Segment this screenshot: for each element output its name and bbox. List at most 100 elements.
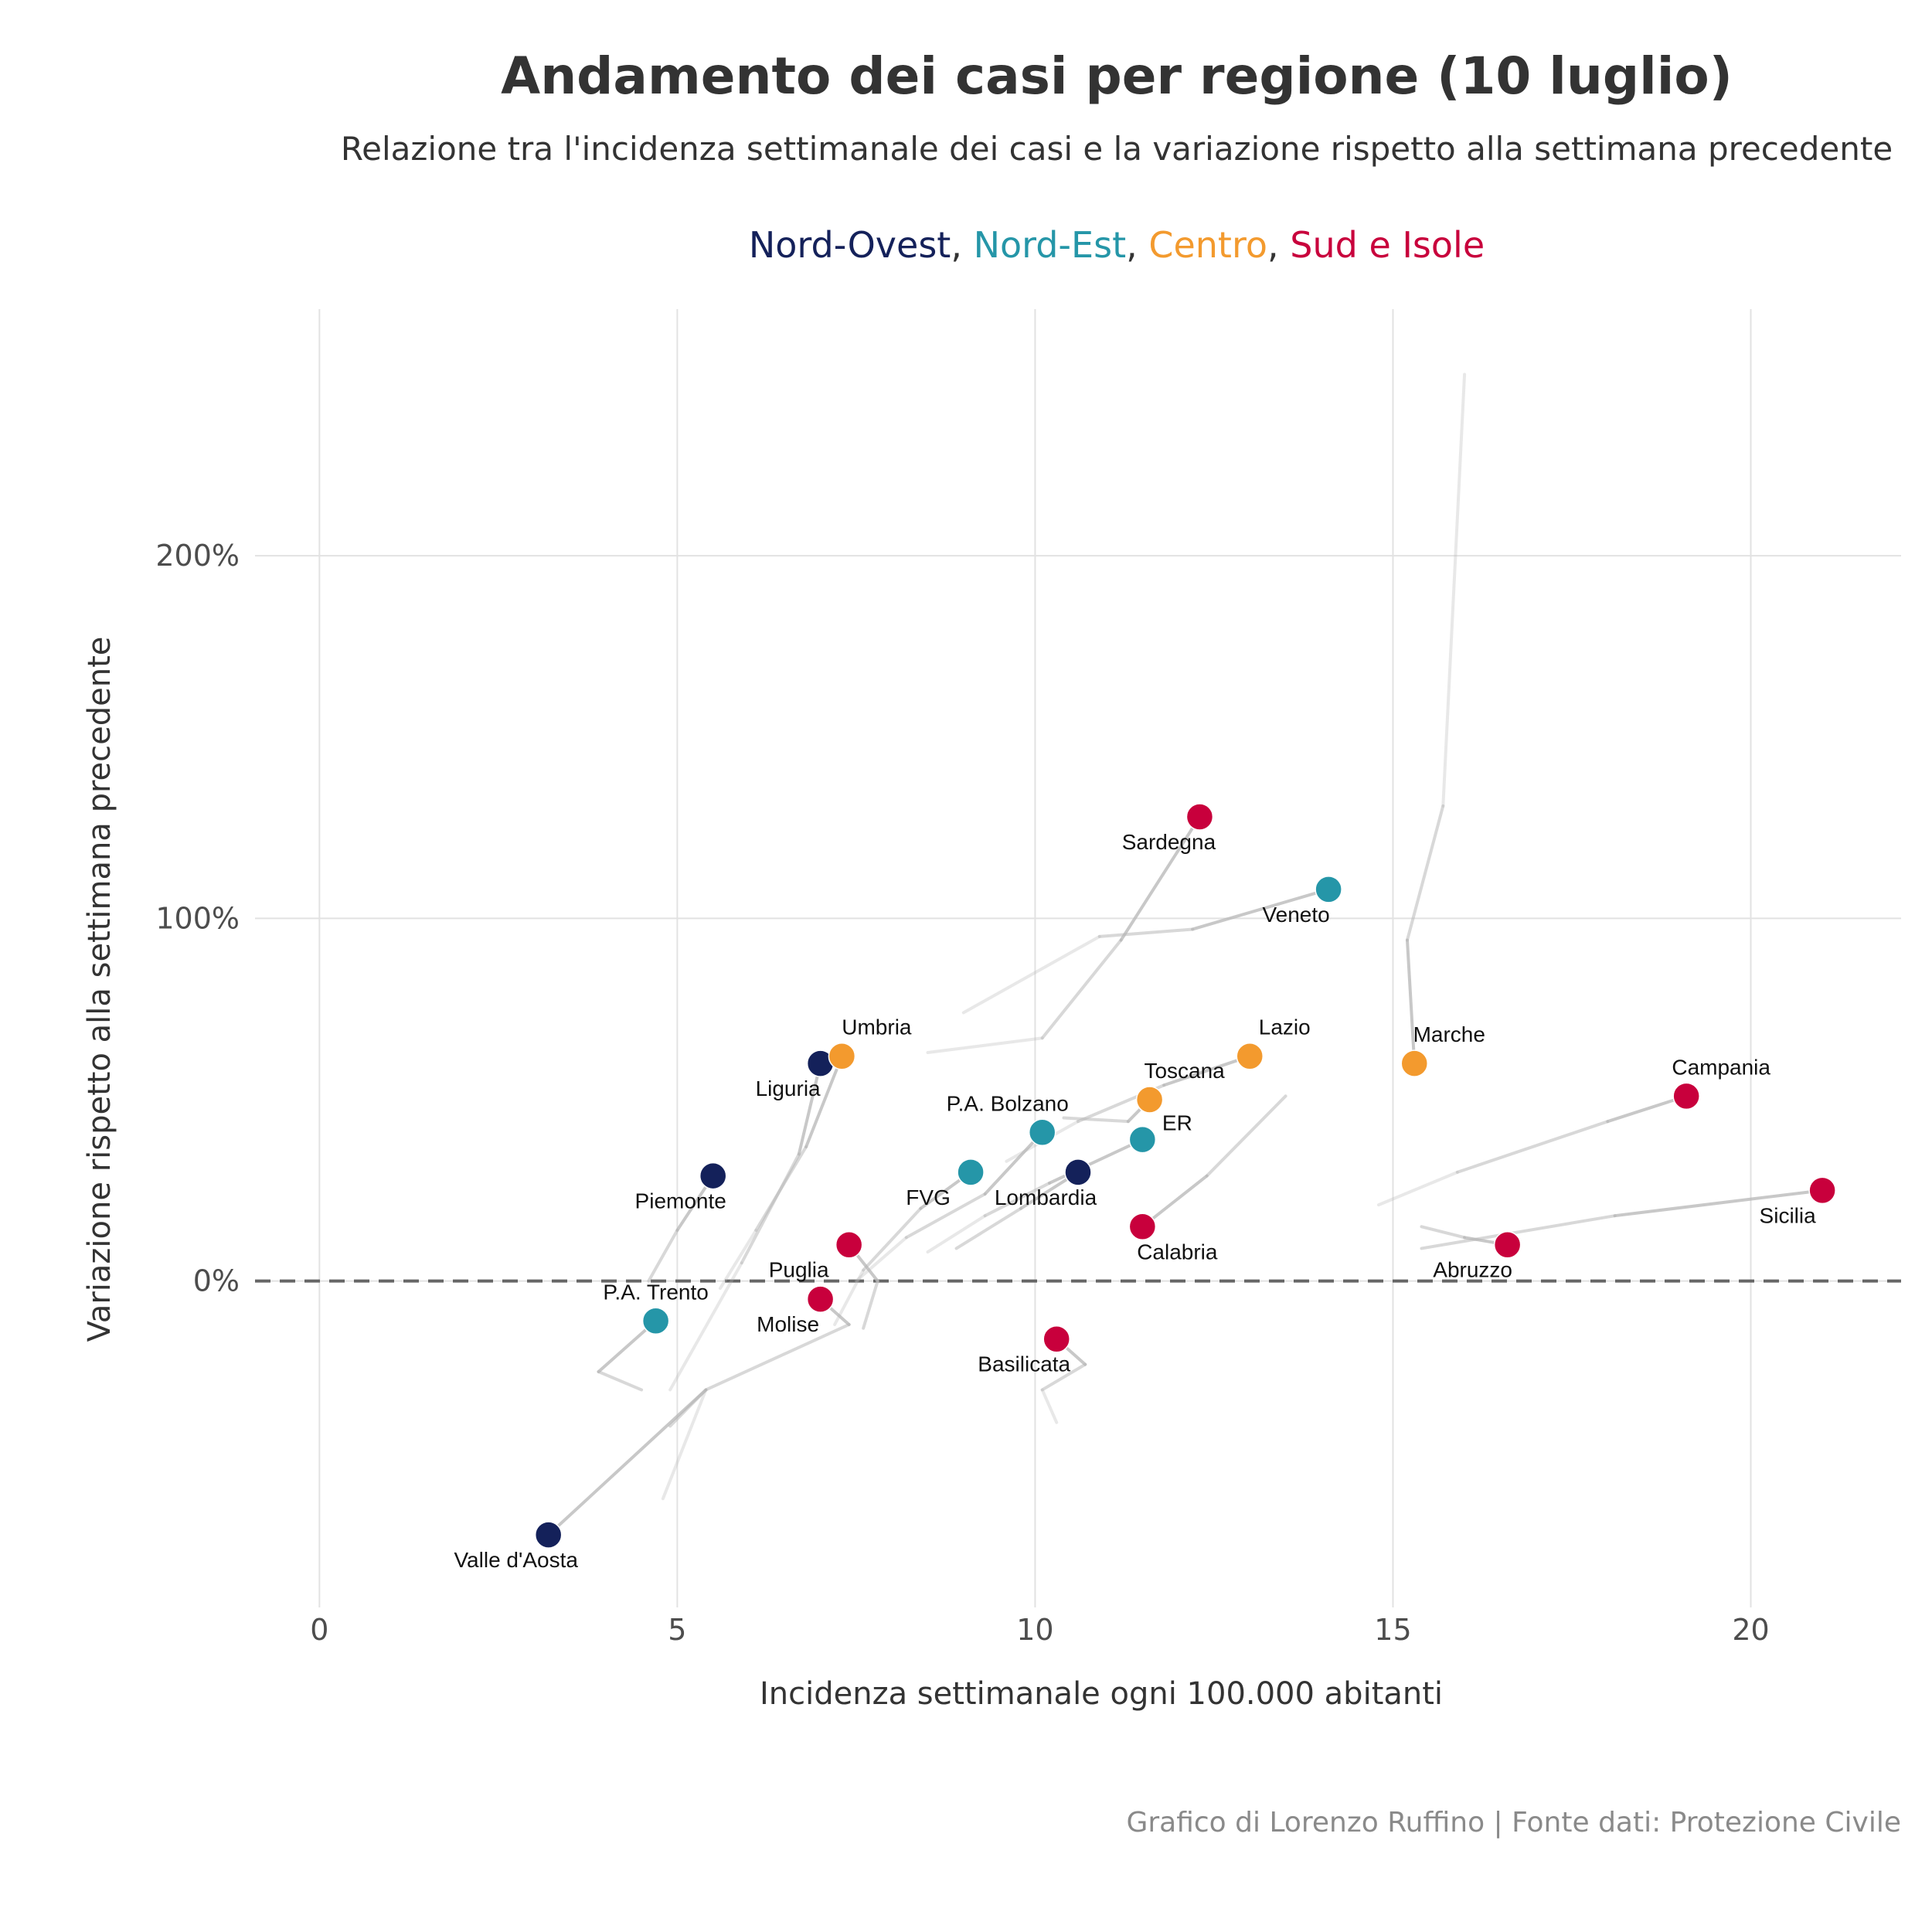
trail-segment bbox=[647, 1228, 679, 1283]
point-label-sicilia: Sicilia bbox=[1760, 1203, 1817, 1227]
trail-segment bbox=[1047, 1138, 1145, 1185]
y-tick-label: 0% bbox=[193, 1264, 240, 1298]
legend: Nord-Ovest, Nord-Est, Centro, Sud e Isol… bbox=[748, 224, 1485, 266]
legend-item-centro: Centro bbox=[1148, 224, 1268, 266]
trail-segment bbox=[1406, 804, 1445, 942]
point-label-abruzzo: Abruzzo bbox=[1433, 1258, 1512, 1282]
x-tick-label: 5 bbox=[668, 1613, 686, 1647]
trail-segment bbox=[1420, 1225, 1467, 1240]
point-sardegna bbox=[1185, 803, 1214, 831]
point-campania bbox=[1672, 1082, 1700, 1111]
x-tick-label: 15 bbox=[1374, 1613, 1411, 1647]
point-label-piemonte: Piemonte bbox=[635, 1189, 726, 1213]
point-basilicata bbox=[1043, 1325, 1070, 1353]
point-er bbox=[1128, 1125, 1157, 1154]
chart-subtitle: Relazione tra l'incidenza settimanale de… bbox=[340, 130, 1893, 168]
point-label-sardegna: Sardegna bbox=[1122, 830, 1216, 854]
legend-item-nord-est: Nord-Est bbox=[973, 224, 1127, 266]
point-label-puglia: Puglia bbox=[769, 1258, 829, 1282]
point-lombardia bbox=[1064, 1158, 1092, 1186]
point-label-campania: Campania bbox=[1672, 1055, 1770, 1079]
trail-segment bbox=[983, 1181, 1051, 1218]
point-label-lazio: Lazio bbox=[1259, 1015, 1311, 1039]
points bbox=[534, 803, 1836, 1549]
trail-segment bbox=[862, 1206, 923, 1272]
point-label-p-a-trento: P.A. Trento bbox=[603, 1280, 708, 1304]
trail-segment bbox=[1040, 938, 1123, 1040]
trail-segment bbox=[668, 1261, 743, 1392]
x-axis-title: Incidenza settimanale ogni 100.000 abita… bbox=[760, 1676, 1443, 1712]
trails bbox=[546, 372, 1825, 1537]
point-label-calabria: Calabria bbox=[1137, 1240, 1218, 1264]
trail-segment bbox=[854, 1236, 908, 1283]
point-label-molise: Molise bbox=[757, 1312, 819, 1336]
x-tick-label: 0 bbox=[310, 1613, 328, 1647]
legend-item-sud-isole: Sud e Isole bbox=[1290, 224, 1485, 266]
point-label-toscana: Toscana bbox=[1144, 1059, 1225, 1083]
point-labels: Liguria Piemonte Lombardia Valle d'Aosta Ven… bbox=[454, 830, 1816, 1572]
point-veneto bbox=[1315, 876, 1342, 903]
legend-item-nord-ovest: Nord-Ovest bbox=[748, 224, 951, 266]
trail-segment bbox=[804, 1054, 844, 1149]
point-label-marche: Marche bbox=[1413, 1022, 1485, 1046]
trail-segment bbox=[1040, 1388, 1059, 1424]
trail-segment bbox=[1613, 1189, 1825, 1218]
axes: 0 5 10 15 200%100%200%Incidenza settimanale … bbox=[82, 539, 1770, 1712]
trail-segment bbox=[1162, 1054, 1252, 1087]
point-label-veneto: Veneto bbox=[1263, 903, 1330, 927]
trail-segment bbox=[1420, 1214, 1617, 1250]
x-tick-label: 20 bbox=[1732, 1613, 1769, 1647]
point-p-a-bolzano bbox=[1028, 1118, 1056, 1147]
trail-segment bbox=[926, 1214, 987, 1254]
trail-segment bbox=[1119, 815, 1202, 942]
point-lazio bbox=[1236, 1042, 1264, 1070]
point-fvg bbox=[957, 1158, 985, 1186]
point-label-fvg: FVG bbox=[906, 1185, 951, 1209]
point-sicilia bbox=[1808, 1176, 1836, 1205]
y-tick-label: 100% bbox=[155, 901, 240, 935]
trail-segment bbox=[661, 1388, 708, 1501]
trail-segment bbox=[1406, 938, 1417, 1066]
trail-segment bbox=[961, 934, 1101, 1015]
trail-segment bbox=[1040, 1362, 1087, 1392]
point-puglia bbox=[835, 1230, 863, 1259]
point-calabria bbox=[1128, 1213, 1157, 1241]
trail-segment bbox=[740, 1152, 801, 1265]
point-label-valle-d-aosta: Valle d'Aosta bbox=[454, 1548, 578, 1572]
trail-segment bbox=[904, 1192, 987, 1240]
trail-segment bbox=[1062, 1116, 1130, 1124]
trail-segment bbox=[704, 1322, 851, 1392]
trail-segment bbox=[1606, 1094, 1689, 1124]
point-p-a-trento bbox=[641, 1307, 670, 1335]
point-label-umbria: Umbria bbox=[842, 1015, 912, 1039]
point-label-lombardia: Lombardia bbox=[995, 1185, 1097, 1209]
grid bbox=[255, 309, 1901, 1607]
point-abruzzo bbox=[1493, 1230, 1522, 1259]
point-label-liguria: Liguria bbox=[756, 1077, 821, 1100]
trail-segment bbox=[954, 1206, 1022, 1250]
trail-segment bbox=[546, 1388, 708, 1537]
trail-segment bbox=[862, 1279, 879, 1330]
y-tick-label: 200% bbox=[155, 539, 240, 573]
point-piemonte bbox=[699, 1162, 727, 1190]
point-label-basilicata: Basilicata bbox=[978, 1352, 1070, 1376]
point-label-p-a-bolzano: P.A. Bolzano bbox=[947, 1091, 1069, 1115]
point-marche bbox=[1400, 1049, 1429, 1077]
caption: Grafico di Lorenzo Ruffino | Fonte dati:… bbox=[1126, 1807, 1901, 1838]
chart-title: Andamento dei casi per regione (10 lugli… bbox=[501, 46, 1733, 106]
trail-segment bbox=[797, 1062, 822, 1156]
trail-segment bbox=[1441, 372, 1467, 808]
point-molise bbox=[806, 1285, 835, 1313]
point-toscana bbox=[1135, 1086, 1164, 1114]
point-label-er: ER bbox=[1162, 1111, 1192, 1135]
trail-segment bbox=[926, 1036, 1044, 1055]
trail-segment bbox=[1205, 1094, 1287, 1178]
x-tick-label: 10 bbox=[1016, 1613, 1053, 1647]
trail-segment bbox=[983, 1131, 1044, 1196]
trail-segment bbox=[1191, 887, 1331, 931]
trail-segment bbox=[668, 1388, 708, 1428]
trail-segment bbox=[597, 1369, 644, 1392]
trail-segment bbox=[1097, 927, 1195, 938]
y-axis-title: Variazione rispetto alla settimana prece… bbox=[82, 637, 117, 1342]
